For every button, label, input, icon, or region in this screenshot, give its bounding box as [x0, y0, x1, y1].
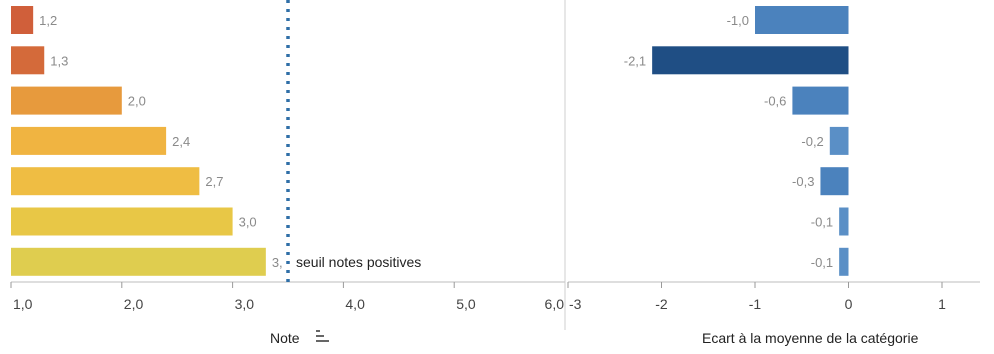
right-bar-group — [652, 6, 849, 276]
left-value-label-0: 1,2 — [39, 13, 57, 28]
right-tick-label-0: -3 — [569, 296, 582, 312]
left-bar-3 — [11, 126, 167, 155]
left-x-axis-label: Note — [270, 330, 300, 346]
left-bar-group — [11, 6, 266, 276]
left-value-label-3: 2,4 — [172, 134, 190, 149]
right-value-label-4: -0,3 — [792, 174, 814, 189]
right-value-label-3: -0,2 — [801, 134, 823, 149]
right-value-label-6: -0,1 — [811, 255, 833, 270]
left-bar-0 — [11, 6, 34, 34]
right-x-axis-label: Ecart à la moyenne de la catégorie — [702, 330, 919, 346]
right-bar-4 — [820, 167, 849, 196]
right-x-axis: -3 -2 -1 0 1 — [567, 281, 980, 312]
right-bar-3 — [829, 126, 849, 155]
left-x-axis: 1,0 2,0 3,0 4,0 5,0 6,0 — [10, 281, 566, 312]
left-tick-label-1: 2,0 — [124, 296, 144, 312]
left-value-label-1: 1,3 — [50, 53, 68, 68]
left-tick-label-2: 3,0 — [235, 296, 255, 312]
left-value-labels: 1,2 1,3 2,0 2,4 2,7 3,0 3, — [39, 13, 283, 270]
right-bar-1 — [652, 46, 849, 75]
left-bar-6 — [11, 247, 266, 276]
left-value-label-6: 3, — [272, 255, 283, 270]
right-tick-label-2: -1 — [749, 296, 762, 312]
threshold-label: seuil notes positives — [296, 254, 421, 270]
right-tick-label-3: 0 — [845, 296, 853, 312]
left-bar-4 — [11, 167, 200, 196]
left-tick-label-0: 1,0 — [13, 296, 33, 312]
right-bar-5 — [839, 207, 849, 236]
left-tick-label-5: 6,0 — [545, 296, 565, 312]
left-tick-label-3: 4,0 — [345, 296, 365, 312]
right-value-label-1: -2,1 — [624, 53, 646, 68]
right-tick-label-4: 1 — [938, 296, 946, 312]
left-bar-1 — [11, 46, 45, 75]
right-tick-label-1: -2 — [655, 296, 668, 312]
right-bar-0 — [755, 6, 849, 34]
left-tick-label-4: 5,0 — [456, 296, 476, 312]
left-bar-5 — [11, 207, 233, 236]
right-value-label-2: -0,6 — [764, 94, 786, 109]
right-value-label-0: -1,0 — [727, 13, 749, 28]
left-value-label-2: 2,0 — [128, 94, 146, 109]
right-value-label-5: -0,1 — [811, 215, 833, 230]
right-bar-2 — [792, 86, 849, 115]
left-value-label-4: 2,7 — [205, 174, 223, 189]
sort-icon[interactable] — [316, 330, 329, 342]
left-value-label-5: 3,0 — [239, 215, 257, 230]
left-bar-2 — [11, 86, 122, 115]
right-bar-6 — [839, 247, 849, 276]
right-value-labels: -1,0 -2,1 -0,6 -0,2 -0,3 -0,1 -0,1 — [624, 13, 833, 270]
